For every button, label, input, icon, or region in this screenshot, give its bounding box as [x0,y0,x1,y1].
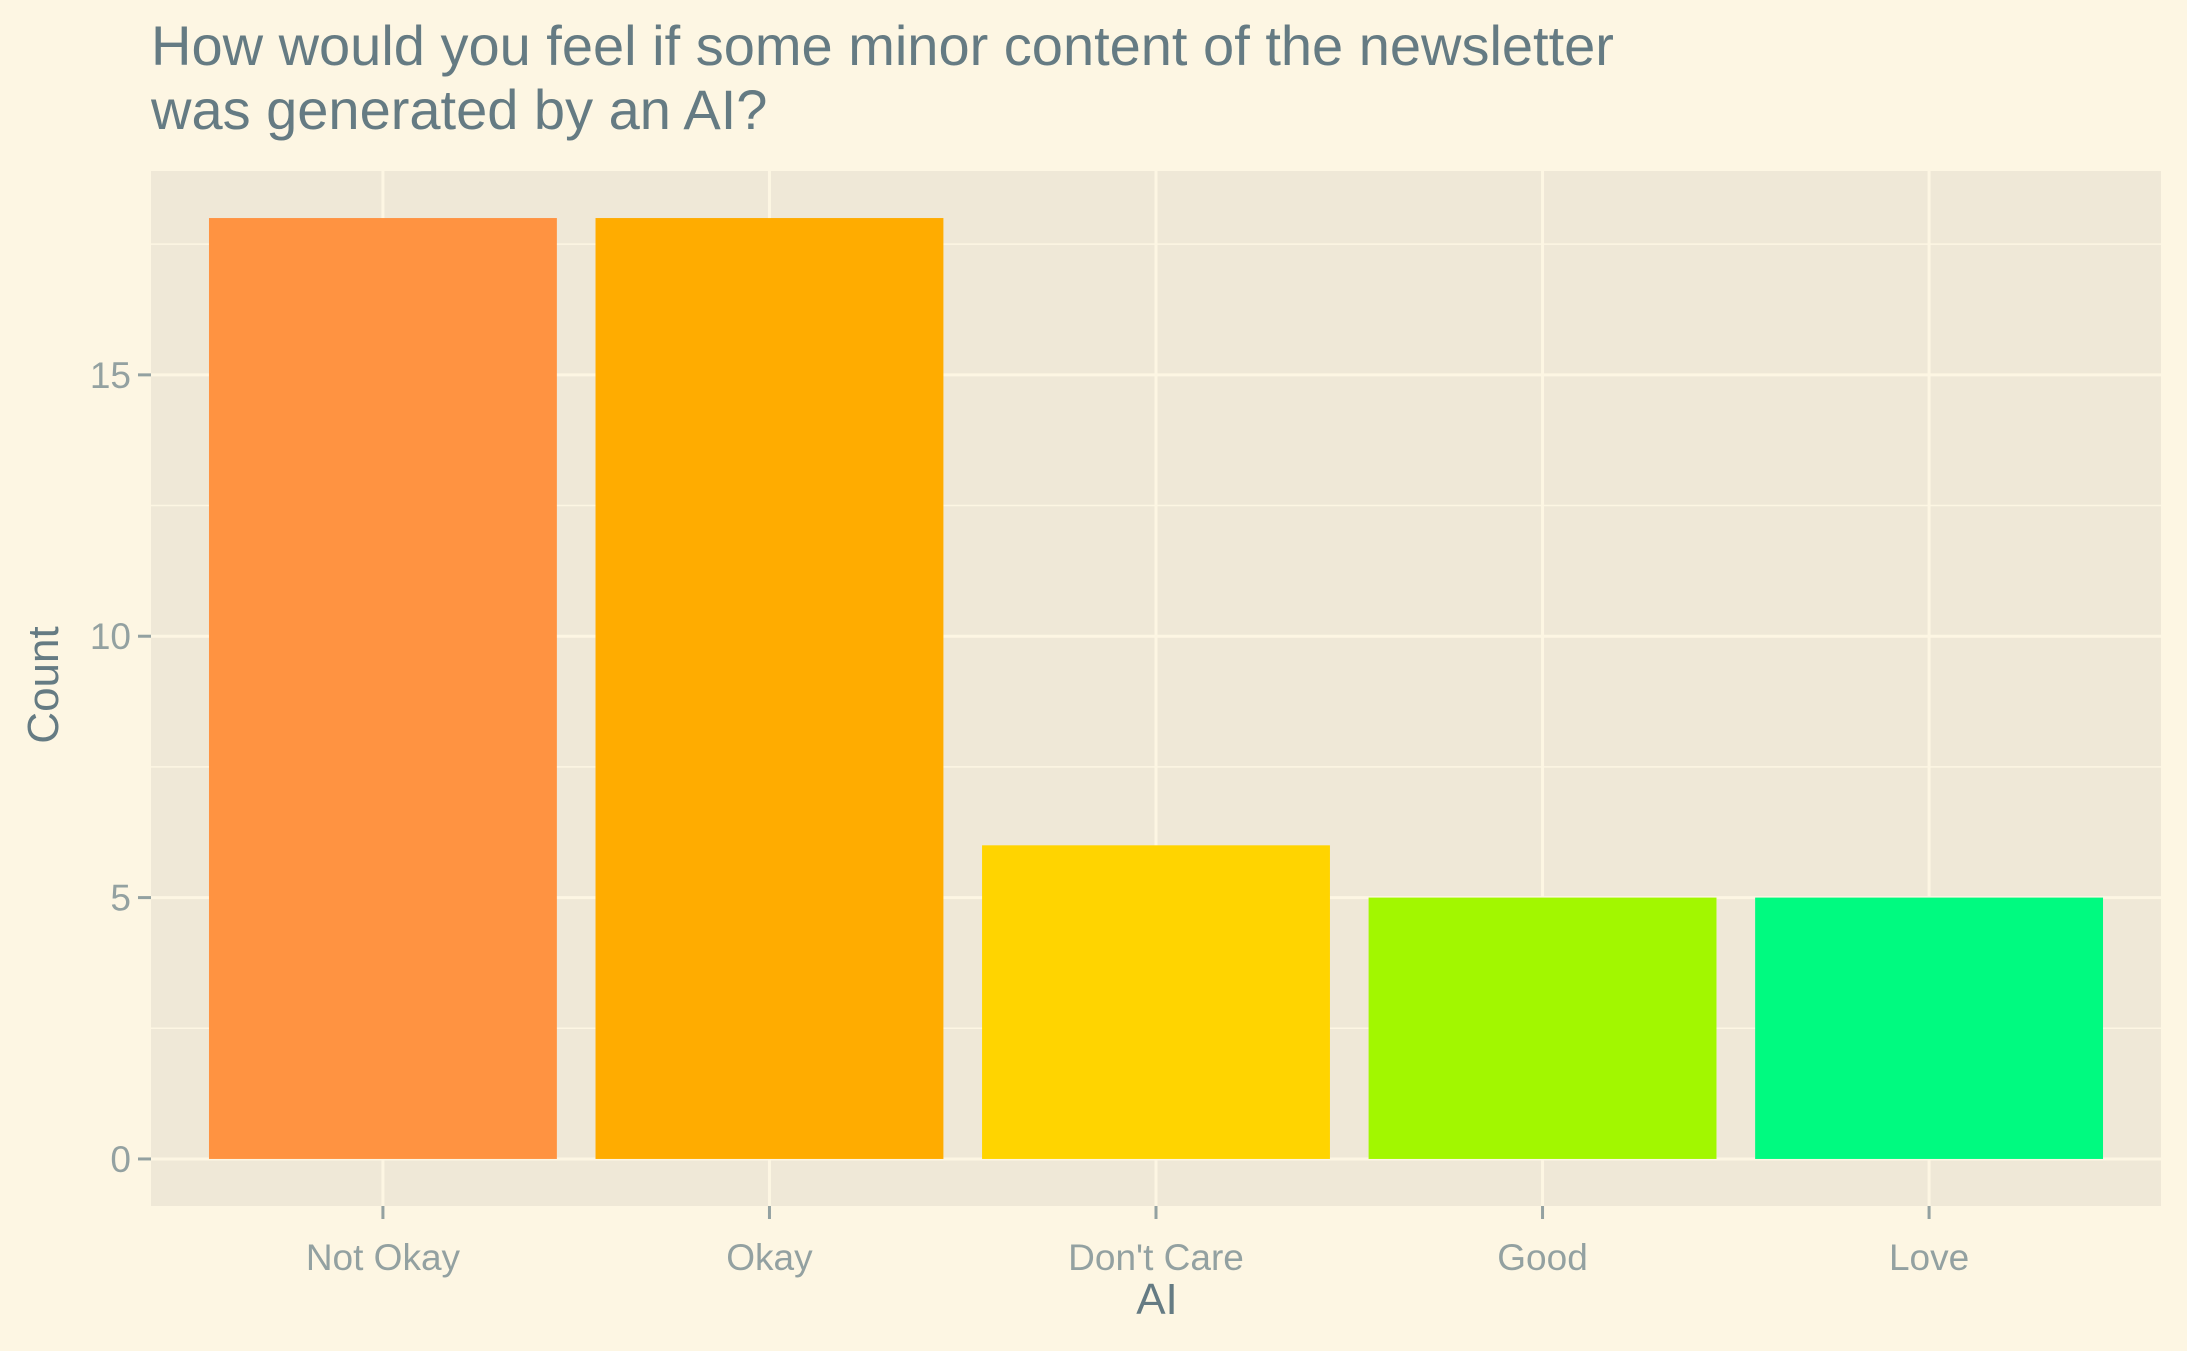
chart-title-line-2: was generated by an AI? [151,78,768,141]
y-tick-label: 10 [90,616,131,657]
chart-title: How would you feel if some minor content… [151,14,2051,142]
x-tick-label: Okay [726,1237,813,1278]
bar-love [1755,897,2104,1159]
y-axis-label: Count [19,626,68,744]
bar-don-t-care [982,845,1330,1159]
chart-title-line-1: How would you feel if some minor content… [151,14,1614,77]
y-tick-label: 5 [110,878,131,919]
y-tick-label: 15 [90,355,131,396]
x-axis-label: AI [1136,1275,1178,1324]
bar-not-okay [208,218,557,1159]
bar-okay [595,218,944,1159]
x-tick-label: Good [1497,1237,1588,1278]
x-tick-label: Love [1889,1237,1969,1278]
y-tick-label: 0 [110,1139,131,1180]
x-tick-label: Not Okay [306,1237,461,1278]
x-tick-label: Don't Care [1068,1237,1244,1278]
bar-good [1368,897,1717,1159]
